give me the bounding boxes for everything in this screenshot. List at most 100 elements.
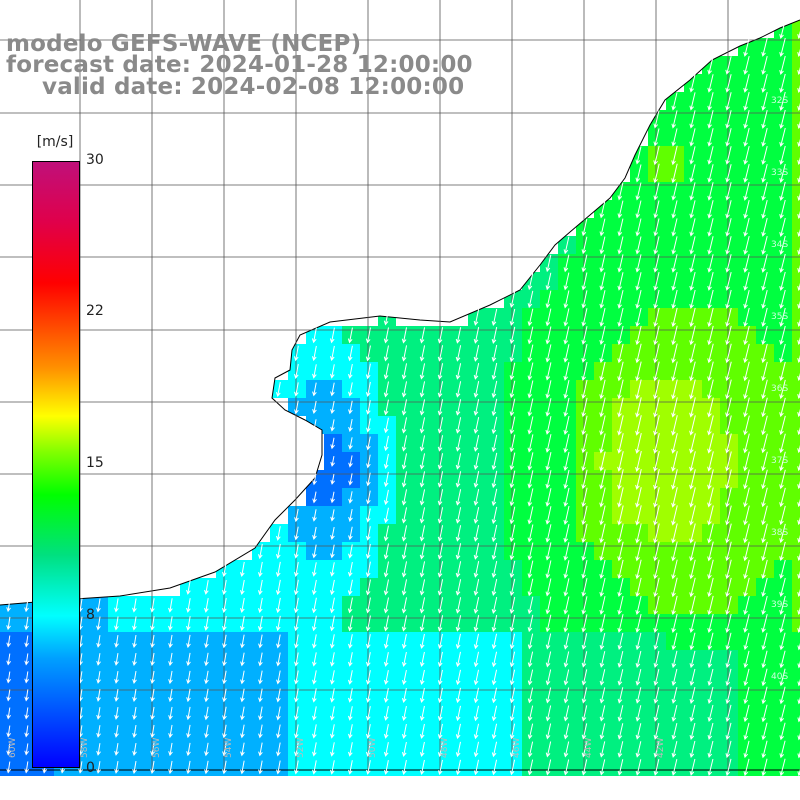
latitude-label: 34S [771, 240, 789, 250]
wind-arrow [725, 668, 732, 687]
wind-arrow [743, 668, 750, 687]
wind-arrow [491, 560, 498, 578]
wind-arrow [419, 759, 425, 776]
wind-arrow [671, 163, 678, 184]
wind-arrow [779, 595, 786, 615]
wind-arrow [743, 397, 750, 418]
wind-arrow [527, 308, 534, 327]
wind-arrow [293, 579, 299, 596]
wind-arrow [761, 235, 768, 255]
wind-arrow [563, 487, 570, 508]
wind-arrow [401, 417, 408, 434]
wind-arrow [186, 580, 191, 595]
wind-arrow [186, 706, 191, 721]
wind-arrow [330, 670, 335, 685]
wind-arrow [527, 326, 534, 345]
wind-arrow [725, 650, 732, 669]
wind-arrow [653, 200, 660, 219]
wind-arrow [186, 598, 191, 613]
wind-arrow [168, 616, 173, 631]
wind-cell [792, 452, 800, 470]
wind-arrow [455, 579, 462, 596]
wind-arrow [437, 417, 444, 434]
wind-arrow [419, 471, 426, 488]
wind-arrow [707, 236, 714, 255]
wind-arrow [509, 470, 516, 489]
wind-arrow [347, 327, 353, 344]
wind-arrow [419, 435, 426, 452]
wind-arrow [545, 488, 552, 507]
wind-arrow [653, 559, 660, 580]
wind-arrow [545, 308, 552, 327]
wind-arrow [779, 632, 786, 651]
wind-arrow [581, 290, 588, 309]
wind-arrow [419, 399, 426, 416]
wind-arrow [725, 613, 732, 633]
wind-arrow [455, 525, 462, 542]
wind-arrow [689, 128, 696, 147]
latitude-label: 36S [771, 384, 789, 394]
wind-arrow [240, 742, 245, 757]
wind-arrow [527, 452, 534, 471]
wind-arrow [761, 722, 768, 741]
wind-cell [792, 38, 800, 56]
wind-arrow [779, 37, 786, 57]
wind-arrow [635, 254, 642, 273]
wind-arrow [689, 182, 696, 201]
longitude-label: 48W [440, 737, 450, 758]
wind-arrow [617, 687, 624, 704]
wind-arrow [96, 761, 101, 774]
wind-arrow [743, 110, 750, 129]
wind-arrow [689, 577, 696, 598]
wind-arrow [707, 704, 714, 723]
wind-arrow [437, 471, 444, 488]
wind-arrow [581, 272, 588, 291]
wind-arrow [581, 505, 588, 526]
wind-arrow [653, 759, 660, 776]
wind-arrow [527, 344, 534, 363]
wind-arrow [761, 686, 768, 705]
wind-arrow [509, 687, 516, 704]
wind-arrow [653, 650, 660, 669]
wind-arrow [761, 199, 768, 219]
wind-arrow [294, 724, 299, 739]
wind-arrow [186, 724, 191, 739]
wind-arrow [725, 128, 732, 147]
wind-arrow [383, 543, 389, 560]
wind-arrow [743, 722, 750, 741]
wind-arrow [545, 380, 552, 399]
wind-arrow [527, 398, 534, 417]
wind-arrow [653, 218, 660, 237]
latitude-label: 33S [771, 168, 789, 178]
wind-arrow [707, 433, 714, 454]
wind-arrow [563, 633, 570, 650]
wind-arrow [330, 652, 335, 667]
wind-arrow [725, 325, 732, 346]
wind-cell [792, 308, 800, 326]
wind-arrow [599, 541, 606, 562]
wind-arrow [312, 364, 317, 379]
wind-arrow [581, 236, 588, 255]
wind-cell [792, 200, 800, 218]
wind-arrow [311, 327, 317, 344]
wind-arrow [204, 688, 209, 703]
wind-arrow [707, 559, 714, 580]
wind-arrow [509, 669, 516, 686]
wind-arrow [455, 741, 461, 758]
forecast-date: forecast date: 2024-01-28 12:00:00 [6, 52, 473, 78]
wind-arrow [581, 469, 588, 490]
wind-arrow [635, 146, 642, 165]
wind-arrow [383, 634, 389, 649]
wind-arrow [761, 505, 768, 526]
wind-arrow [635, 182, 642, 201]
wind-arrow [725, 577, 732, 598]
wind-arrow [419, 741, 425, 758]
wind-arrow [635, 433, 642, 454]
wind-arrow [779, 740, 786, 759]
wind-arrow [366, 454, 371, 469]
wind-cell [792, 668, 800, 686]
wind-arrow [311, 597, 317, 614]
wind-arrow [491, 524, 498, 543]
wind-arrow [312, 562, 317, 577]
